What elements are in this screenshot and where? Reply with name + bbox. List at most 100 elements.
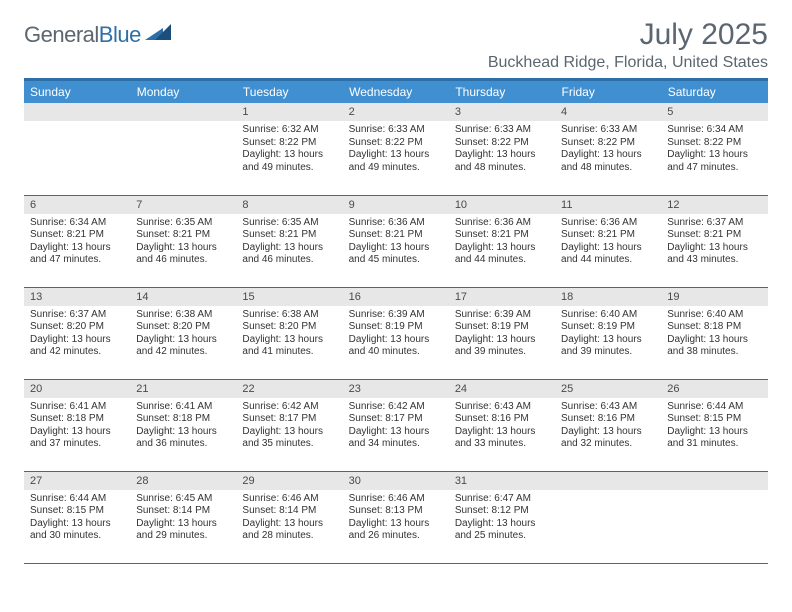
calendar-cell	[24, 103, 130, 195]
daylight-line: Daylight: 13 hours and 49 minutes.	[242, 149, 336, 174]
sunset-line: Sunset: 8:19 PM	[455, 321, 549, 334]
daylight-line: Daylight: 13 hours and 29 minutes.	[136, 518, 230, 543]
sunset-line: Sunset: 8:16 PM	[561, 413, 655, 426]
daylight-line: Daylight: 13 hours and 31 minutes.	[667, 426, 761, 451]
sunset-line: Sunset: 8:14 PM	[242, 505, 336, 518]
day-number: 4	[555, 103, 661, 121]
daylight-line: Daylight: 13 hours and 46 minutes.	[242, 242, 336, 267]
logo: GeneralBlue	[24, 22, 171, 48]
sunset-line: Sunset: 8:22 PM	[349, 137, 443, 150]
sunrise-line: Sunrise: 6:35 AM	[242, 217, 336, 230]
day-number: 24	[449, 380, 555, 398]
sunrise-line: Sunrise: 6:34 AM	[667, 124, 761, 137]
day-details: Sunrise: 6:40 AMSunset: 8:19 PMDaylight:…	[555, 306, 661, 363]
weekday-header-row: SundayMondayTuesdayWednesdayThursdayFrid…	[24, 81, 768, 103]
sunset-line: Sunset: 8:21 PM	[30, 229, 124, 242]
day-number: 7	[130, 196, 236, 214]
day-details: Sunrise: 6:33 AMSunset: 8:22 PMDaylight:…	[555, 121, 661, 178]
calendar-cell: 7Sunrise: 6:35 AMSunset: 8:21 PMDaylight…	[130, 195, 236, 287]
sunrise-line: Sunrise: 6:41 AM	[30, 401, 124, 414]
day-number: 31	[449, 472, 555, 490]
calendar-cell: 2Sunrise: 6:33 AMSunset: 8:22 PMDaylight…	[343, 103, 449, 195]
daylight-line: Daylight: 13 hours and 44 minutes.	[455, 242, 549, 267]
daylight-line: Daylight: 13 hours and 46 minutes.	[136, 242, 230, 267]
sunset-line: Sunset: 8:15 PM	[30, 505, 124, 518]
daylight-line: Daylight: 13 hours and 30 minutes.	[30, 518, 124, 543]
day-details: Sunrise: 6:33 AMSunset: 8:22 PMDaylight:…	[343, 121, 449, 178]
sunrise-line: Sunrise: 6:37 AM	[30, 309, 124, 322]
sunrise-line: Sunrise: 6:39 AM	[349, 309, 443, 322]
calendar-cell: 30Sunrise: 6:46 AMSunset: 8:13 PMDayligh…	[343, 471, 449, 563]
daylight-line: Daylight: 13 hours and 28 minutes.	[242, 518, 336, 543]
day-details: Sunrise: 6:35 AMSunset: 8:21 PMDaylight:…	[130, 214, 236, 271]
calendar-cell: 8Sunrise: 6:35 AMSunset: 8:21 PMDaylight…	[236, 195, 342, 287]
calendar-cell: 11Sunrise: 6:36 AMSunset: 8:21 PMDayligh…	[555, 195, 661, 287]
calendar-cell: 10Sunrise: 6:36 AMSunset: 8:21 PMDayligh…	[449, 195, 555, 287]
sunrise-line: Sunrise: 6:39 AM	[455, 309, 549, 322]
day-details: Sunrise: 6:46 AMSunset: 8:14 PMDaylight:…	[236, 490, 342, 547]
daylight-line: Daylight: 13 hours and 26 minutes.	[349, 518, 443, 543]
calendar-cell: 1Sunrise: 6:32 AMSunset: 8:22 PMDaylight…	[236, 103, 342, 195]
sunrise-line: Sunrise: 6:44 AM	[30, 493, 124, 506]
calendar-table: SundayMondayTuesdayWednesdayThursdayFrid…	[24, 81, 768, 564]
day-number: 26	[661, 380, 767, 398]
day-details: Sunrise: 6:37 AMSunset: 8:21 PMDaylight:…	[661, 214, 767, 271]
sunset-line: Sunset: 8:21 PM	[349, 229, 443, 242]
day-number: 9	[343, 196, 449, 214]
sunset-line: Sunset: 8:19 PM	[349, 321, 443, 334]
logo-text: GeneralBlue	[24, 22, 141, 48]
day-details: Sunrise: 6:39 AMSunset: 8:19 PMDaylight:…	[343, 306, 449, 363]
sunrise-line: Sunrise: 6:34 AM	[30, 217, 124, 230]
day-number: 19	[661, 288, 767, 306]
logo-text-part1: General	[24, 22, 99, 47]
calendar-cell	[130, 103, 236, 195]
day-number-empty	[24, 103, 130, 121]
calendar-cell: 22Sunrise: 6:42 AMSunset: 8:17 PMDayligh…	[236, 379, 342, 471]
sunrise-line: Sunrise: 6:43 AM	[455, 401, 549, 414]
day-number: 28	[130, 472, 236, 490]
sunset-line: Sunset: 8:14 PM	[136, 505, 230, 518]
day-number: 21	[130, 380, 236, 398]
day-number-empty	[555, 472, 661, 490]
calendar-cell: 16Sunrise: 6:39 AMSunset: 8:19 PMDayligh…	[343, 287, 449, 379]
sunset-line: Sunset: 8:15 PM	[667, 413, 761, 426]
sunset-line: Sunset: 8:22 PM	[455, 137, 549, 150]
day-number: 5	[661, 103, 767, 121]
daylight-line: Daylight: 13 hours and 42 minutes.	[30, 334, 124, 359]
sunset-line: Sunset: 8:20 PM	[136, 321, 230, 334]
page-title: July 2025	[488, 18, 768, 52]
sunset-line: Sunset: 8:21 PM	[136, 229, 230, 242]
daylight-line: Daylight: 13 hours and 38 minutes.	[667, 334, 761, 359]
daylight-line: Daylight: 13 hours and 35 minutes.	[242, 426, 336, 451]
calendar-cell: 13Sunrise: 6:37 AMSunset: 8:20 PMDayligh…	[24, 287, 130, 379]
daylight-line: Daylight: 13 hours and 37 minutes.	[30, 426, 124, 451]
daylight-line: Daylight: 13 hours and 33 minutes.	[455, 426, 549, 451]
daylight-line: Daylight: 13 hours and 25 minutes.	[455, 518, 549, 543]
sunrise-line: Sunrise: 6:36 AM	[349, 217, 443, 230]
sunrise-line: Sunrise: 6:33 AM	[561, 124, 655, 137]
weekday-header: Wednesday	[343, 81, 449, 103]
sunrise-line: Sunrise: 6:42 AM	[242, 401, 336, 414]
day-number: 25	[555, 380, 661, 398]
day-number: 8	[236, 196, 342, 214]
day-number: 6	[24, 196, 130, 214]
day-details: Sunrise: 6:45 AMSunset: 8:14 PMDaylight:…	[130, 490, 236, 547]
calendar-cell: 14Sunrise: 6:38 AMSunset: 8:20 PMDayligh…	[130, 287, 236, 379]
daylight-line: Daylight: 13 hours and 39 minutes.	[561, 334, 655, 359]
daylight-line: Daylight: 13 hours and 43 minutes.	[667, 242, 761, 267]
sunrise-line: Sunrise: 6:33 AM	[349, 124, 443, 137]
daylight-line: Daylight: 13 hours and 39 minutes.	[455, 334, 549, 359]
day-details: Sunrise: 6:41 AMSunset: 8:18 PMDaylight:…	[130, 398, 236, 455]
sunrise-line: Sunrise: 6:35 AM	[136, 217, 230, 230]
calendar-cell: 4Sunrise: 6:33 AMSunset: 8:22 PMDaylight…	[555, 103, 661, 195]
day-number: 14	[130, 288, 236, 306]
daylight-line: Daylight: 13 hours and 40 minutes.	[349, 334, 443, 359]
sunset-line: Sunset: 8:18 PM	[667, 321, 761, 334]
day-number-empty	[130, 103, 236, 121]
sunset-line: Sunset: 8:19 PM	[561, 321, 655, 334]
daylight-line: Daylight: 13 hours and 41 minutes.	[242, 334, 336, 359]
day-number-empty	[661, 472, 767, 490]
sunrise-line: Sunrise: 6:46 AM	[349, 493, 443, 506]
sunset-line: Sunset: 8:20 PM	[242, 321, 336, 334]
daylight-line: Daylight: 13 hours and 32 minutes.	[561, 426, 655, 451]
